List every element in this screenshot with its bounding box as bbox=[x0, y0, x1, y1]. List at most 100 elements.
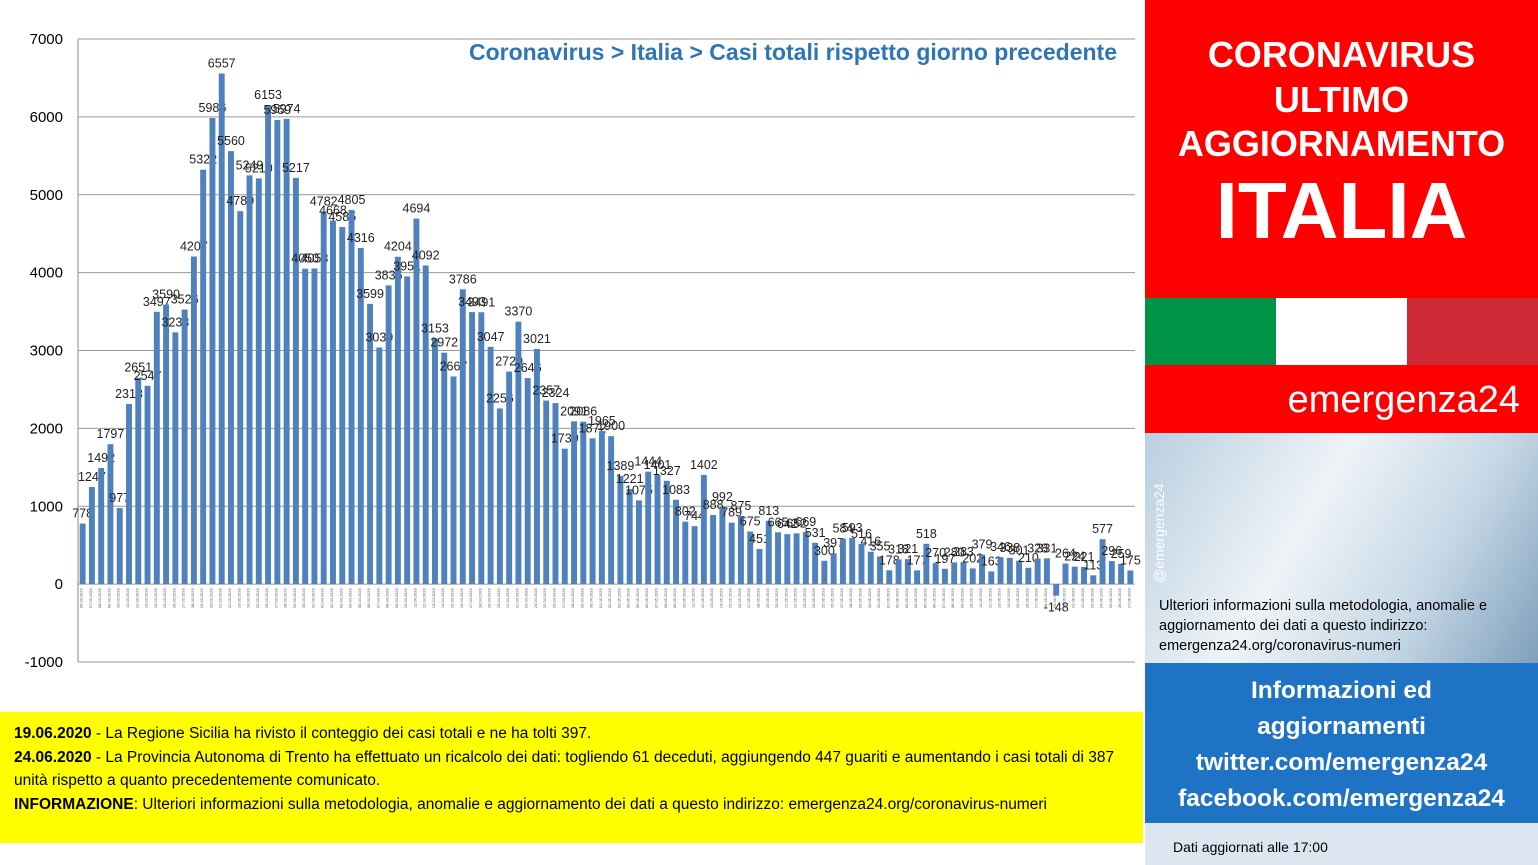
y-tick-label: 7000 bbox=[30, 31, 63, 48]
bar bbox=[1118, 563, 1125, 585]
links: Informazioni ed bbox=[1250, 677, 1433, 704]
x-tick-label: 16.04.2020 bbox=[459, 587, 464, 608]
bar bbox=[394, 256, 401, 585]
data-label: 888 bbox=[703, 498, 724, 512]
x-tick-label: 09.04.2020 bbox=[394, 587, 399, 608]
x-tick-label: 06.06.2020 bbox=[932, 587, 937, 608]
bar bbox=[422, 265, 429, 585]
bar bbox=[941, 568, 948, 585]
bar bbox=[802, 532, 809, 585]
x-tick-label: 26.03.2020 bbox=[264, 587, 269, 608]
bar bbox=[506, 371, 513, 585]
data-label: 1900 bbox=[597, 419, 625, 433]
data-label: 177 bbox=[907, 553, 928, 567]
data-label: 669 bbox=[795, 515, 816, 529]
x-tick-label: 27.03.2020 bbox=[273, 587, 278, 608]
x-tick-label: 09.05.2020 bbox=[672, 587, 677, 608]
bar bbox=[793, 533, 800, 585]
bar bbox=[728, 522, 735, 585]
data-label: 1389 bbox=[607, 459, 635, 473]
x-tick-label: 05.05.2020 bbox=[635, 587, 640, 608]
data-label: 379 bbox=[972, 538, 993, 552]
x-tick-label: 23.03.2020 bbox=[236, 587, 241, 608]
x-tick-label: 10.03.2020 bbox=[116, 587, 121, 608]
data-label: 338 bbox=[999, 541, 1020, 555]
bar bbox=[1025, 567, 1032, 585]
data-label: 321 bbox=[897, 542, 918, 556]
bar bbox=[413, 218, 420, 585]
bar bbox=[357, 248, 364, 585]
data-label: 992 bbox=[712, 490, 733, 504]
links: facebook.com/emergenza24 bbox=[1178, 785, 1505, 812]
bar bbox=[654, 475, 661, 585]
data-label: 6153 bbox=[254, 88, 282, 102]
y-tick-label: 3000 bbox=[30, 343, 63, 360]
flag-white bbox=[1276, 298, 1407, 365]
bar bbox=[719, 506, 726, 585]
data-label: 744 bbox=[684, 509, 705, 523]
bar bbox=[849, 537, 856, 585]
bar bbox=[589, 438, 596, 585]
x-tick-label: 27.06.2020 bbox=[1126, 587, 1131, 608]
bar bbox=[153, 311, 160, 585]
x-tick-label: 21.04.2020 bbox=[505, 587, 510, 608]
x-tick-label: 18.03.2020 bbox=[190, 587, 195, 608]
data-label: 355 bbox=[870, 539, 891, 553]
bar bbox=[163, 304, 170, 585]
x-tick-label: 28.04.2020 bbox=[570, 587, 575, 608]
x-tick-label: 23.05.2020 bbox=[802, 587, 807, 608]
bar bbox=[710, 514, 717, 585]
data-label: 2091 bbox=[560, 404, 588, 418]
bar bbox=[858, 543, 865, 585]
bar bbox=[580, 421, 587, 585]
x-tick-label: 30.05.2020 bbox=[867, 587, 872, 608]
data-label: 4694 bbox=[403, 202, 431, 216]
x-tick-label: 18.06.2020 bbox=[1043, 587, 1048, 608]
data-label: 5974 bbox=[273, 102, 301, 116]
data-label: 1444 bbox=[634, 455, 662, 469]
data-label: 163 bbox=[981, 554, 1002, 568]
heading: AGGIORNAMENTO bbox=[1177, 123, 1506, 164]
x-tick-label: 10.05.2020 bbox=[681, 587, 686, 608]
x-tick-label: 22.06.2020 bbox=[1080, 587, 1085, 608]
x-tick-label: 13.04.2020 bbox=[431, 587, 436, 608]
links: aggiornamenti bbox=[1257, 713, 1426, 740]
data-label: 296 bbox=[1101, 544, 1122, 558]
data-label: 5249 bbox=[236, 158, 264, 172]
x-tick-label: 20.05.2020 bbox=[774, 587, 779, 608]
chart-title: Coronavirus > Italia > Casi totali rispe… bbox=[469, 39, 1117, 65]
bar bbox=[274, 120, 281, 585]
bar bbox=[190, 256, 197, 585]
data-label: 175 bbox=[1120, 553, 1141, 567]
bar bbox=[617, 475, 624, 585]
bar bbox=[441, 352, 448, 585]
x-tick-label: 11.03.2020 bbox=[125, 587, 130, 607]
data-label: 221 bbox=[1074, 550, 1095, 564]
data-label: 3021 bbox=[523, 332, 551, 346]
bar bbox=[691, 526, 698, 585]
y-tick-label: 6000 bbox=[30, 109, 63, 126]
bar bbox=[784, 534, 791, 585]
x-tick-label: 25.04.2020 bbox=[542, 587, 547, 608]
heading: ULTIMO bbox=[1273, 79, 1410, 120]
bar bbox=[682, 521, 689, 585]
x-tick-label: 11.06.2020 bbox=[978, 587, 983, 607]
data-label: 4204 bbox=[384, 240, 412, 254]
bar bbox=[923, 543, 930, 585]
bar bbox=[904, 559, 911, 585]
data-label: 331 bbox=[1036, 541, 1057, 555]
bar bbox=[376, 347, 383, 585]
bar bbox=[478, 312, 485, 585]
data-label: 318 bbox=[888, 542, 909, 556]
bar bbox=[348, 209, 355, 585]
bar bbox=[218, 73, 225, 585]
bar bbox=[867, 551, 874, 585]
bar bbox=[487, 346, 494, 585]
data-label: 2972 bbox=[430, 336, 458, 350]
bar bbox=[960, 562, 967, 585]
bar bbox=[1071, 566, 1078, 585]
x-tick-label: 26.06.2020 bbox=[1117, 587, 1122, 608]
bar bbox=[839, 538, 846, 585]
x-tick-label: 16.06.2020 bbox=[1024, 587, 1029, 608]
